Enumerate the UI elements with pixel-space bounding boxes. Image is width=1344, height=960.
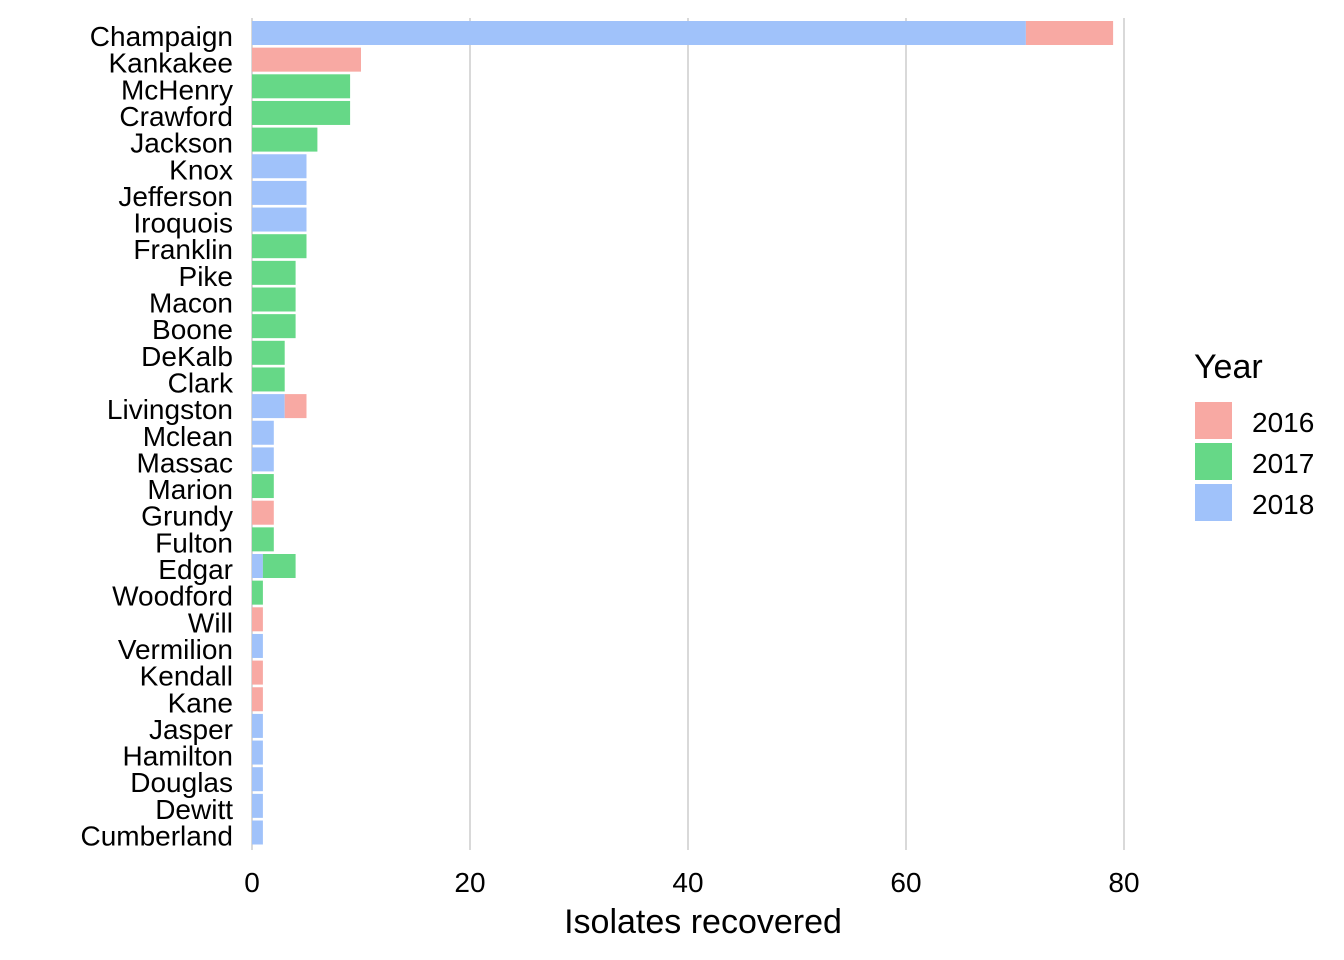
bar-vermilion-2018: [252, 633, 263, 658]
y-tick-label: Macon: [149, 288, 233, 319]
y-tick-label: Douglas: [130, 767, 233, 798]
bar-dewitt-2018: [252, 793, 263, 818]
legend-swatch-2018: [1195, 484, 1232, 521]
y-tick-label: Pike: [179, 261, 233, 292]
y-tick-label: Kankakee: [108, 48, 233, 79]
legend-label-2018: 2018: [1252, 489, 1314, 520]
legend-swatch-2017: [1195, 443, 1232, 480]
y-tick-label: McHenry: [121, 74, 233, 105]
bar-macon-2017: [252, 287, 296, 312]
bar-edgar-2018: [252, 554, 263, 578]
bar-livingston-2016: [284, 394, 307, 419]
y-tick-label: Franklin: [133, 234, 233, 265]
legend-swatch-2016: [1195, 402, 1232, 439]
bar-clark-2017: [252, 367, 285, 392]
y-tick-label: Hamilton: [123, 741, 233, 772]
y-tick-label: Dewitt: [155, 794, 233, 825]
y-tick-label: Knox: [169, 154, 233, 185]
y-tick-label: Fulton: [155, 527, 233, 558]
gridlines: [251, 18, 1125, 850]
x-axis-title: Isolates recovered: [564, 903, 842, 941]
bar-champaign-2018: [252, 21, 1026, 45]
x-axis-tick-labels: 0 20 40 60 80: [244, 867, 1139, 898]
y-tick-label: Will: [188, 607, 233, 638]
bar-kankakee-2016: [252, 47, 361, 72]
legend-title: Year: [1194, 348, 1263, 386]
y-tick-label: Iroquois: [133, 208, 233, 239]
bar-marion-2017: [252, 474, 274, 499]
bar-hamilton-2018: [252, 740, 263, 765]
y-tick-label: Vermilion: [118, 634, 233, 665]
bar-mclean-2018: [252, 420, 274, 445]
bars: [252, 21, 1114, 845]
bar-franklin-2017: [252, 234, 307, 259]
bar-dekalb-2017: [252, 340, 285, 365]
bar-iroquois-2018: [252, 207, 307, 232]
x-tick-label: 80: [1108, 867, 1139, 898]
bar-will-2016: [252, 607, 263, 632]
y-tick-label: Jackson: [130, 128, 233, 159]
y-tick-label: Mclean: [143, 421, 233, 452]
bar-grundy-2016: [252, 500, 274, 525]
bar-douglas-2018: [252, 767, 263, 792]
bar-massac-2018: [252, 447, 274, 472]
x-tick-label: 20: [454, 867, 485, 898]
bar-edgar-2017: [262, 554, 296, 578]
bar-boone-2017: [252, 314, 296, 339]
bar-pike-2017: [252, 260, 296, 285]
y-tick-label: Grundy: [141, 501, 233, 532]
y-tick-label: Clark: [168, 367, 234, 398]
y-tick-label: Champaign: [90, 21, 233, 52]
x-tick-label: 60: [890, 867, 921, 898]
bar-kane-2016: [252, 687, 263, 712]
y-tick-label: Edgar: [158, 554, 233, 585]
y-tick-label: Boone: [152, 314, 233, 345]
y-tick-label: Kendall: [140, 661, 233, 692]
y-tick-label: Crawford: [119, 101, 233, 132]
bar-cumberland-2018: [252, 820, 263, 845]
legend-label-2016: 2016: [1252, 407, 1314, 438]
y-tick-label: Jasper: [149, 714, 233, 745]
legend: Year 2016 2017 2018: [1194, 348, 1314, 521]
bar-livingston-2018: [252, 394, 285, 419]
bar-crawford-2017: [252, 100, 351, 125]
y-tick-label: Kane: [168, 687, 233, 718]
y-tick-label: Cumberland: [80, 821, 233, 852]
x-tick-label: 40: [672, 867, 703, 898]
bar-champaign-2016: [1025, 21, 1114, 45]
y-tick-label: Livingston: [107, 394, 233, 425]
bar-jefferson-2018: [252, 180, 307, 205]
bar-fulton-2017: [252, 527, 274, 552]
legend-label-2017: 2017: [1252, 448, 1314, 479]
y-tick-label: Jefferson: [118, 181, 233, 212]
y-tick-label: Marion: [147, 474, 233, 505]
y-tick-label: Woodford: [112, 581, 233, 612]
bar-kendall-2016: [252, 660, 263, 685]
x-tick-label: 0: [244, 867, 260, 898]
y-tick-label: Massac: [137, 447, 233, 478]
bar-mchenry-2017: [252, 74, 351, 99]
y-axis-tick-labels: ChampaignKankakeeMcHenryCrawfordJacksonK…: [80, 21, 234, 852]
bar-jasper-2018: [252, 713, 263, 738]
bar-knox-2018: [252, 154, 307, 179]
bar-jackson-2017: [252, 127, 318, 152]
y-tick-label: DeKalb: [141, 341, 233, 372]
bar-woodford-2017: [252, 580, 263, 605]
